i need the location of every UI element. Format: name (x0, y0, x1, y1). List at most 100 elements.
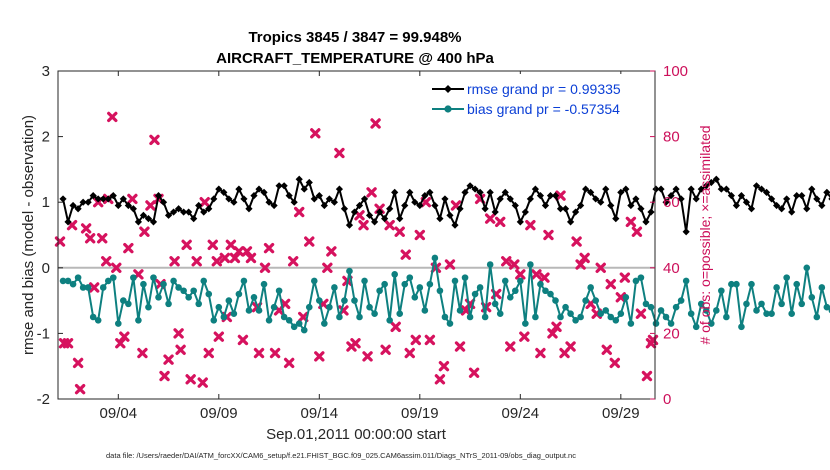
bias-point (386, 316, 393, 324)
y2-tick-label: 0 (663, 391, 671, 408)
rmse-point (416, 201, 424, 210)
obs-count-marker (159, 370, 170, 382)
obs-count-marker (62, 338, 74, 349)
rmse-point (310, 195, 318, 203)
bias-point (300, 326, 308, 334)
obs-count-marker (495, 216, 506, 228)
bias-point (592, 297, 600, 304)
obs-count-marker (203, 347, 214, 359)
obs-count-marker (505, 341, 516, 352)
obs-count-marker (219, 252, 231, 264)
rmse-point (275, 182, 283, 190)
bias-point (441, 313, 449, 321)
legend-rmse-marker (444, 85, 452, 93)
bias-point (572, 316, 579, 324)
bias-point (180, 287, 187, 295)
obs-count-marker (199, 197, 210, 208)
bias-point (396, 310, 404, 318)
bias-point (205, 290, 213, 298)
bias-point (140, 280, 147, 288)
rmse-point (466, 182, 474, 190)
x-tick-label: 09/14 (301, 405, 339, 422)
bias-point (491, 300, 499, 308)
rmse-point (732, 201, 741, 210)
obs-count-marker (635, 308, 647, 319)
bias-point (130, 274, 137, 281)
bias-point (331, 284, 338, 291)
bias-point (270, 303, 278, 311)
rmse-point (707, 178, 715, 187)
rmse-point (230, 198, 238, 206)
rmse-point (350, 208, 359, 216)
obs-count-marker (547, 328, 558, 339)
obs-count-marker (191, 256, 202, 267)
rmse-point (692, 195, 700, 203)
rmse-point (295, 175, 303, 183)
bias-point (778, 300, 785, 308)
obs-count-marker (555, 190, 566, 201)
rmse-point (767, 195, 776, 203)
bias-point (582, 297, 589, 304)
obs-count-marker (101, 256, 112, 267)
rmse-point (154, 192, 163, 200)
bias-point (486, 261, 494, 268)
obs-count-marker (84, 233, 96, 244)
bias-point (818, 284, 826, 291)
bias-point (672, 303, 680, 311)
bias-point (285, 316, 293, 324)
bias-point (195, 300, 203, 308)
obs-count-marker (163, 354, 174, 365)
obs-count-marker (400, 249, 411, 260)
rmse-point (531, 185, 539, 193)
bias-point (391, 271, 398, 278)
rmse-point (727, 192, 735, 200)
obs-count-marker (515, 269, 526, 280)
rmse-point (280, 182, 288, 190)
bias-point (662, 313, 670, 321)
bias-point (743, 300, 750, 308)
rmse-point (406, 188, 414, 196)
rmse-point (662, 198, 670, 206)
rmse-point (164, 211, 173, 219)
rmse-point (411, 198, 419, 206)
rmse-point (180, 208, 188, 216)
obs-count-marker (531, 269, 542, 280)
obs-count-marker (380, 344, 391, 355)
obs-count-marker (314, 351, 325, 362)
obs-count-marker (245, 252, 257, 264)
bias-point (647, 303, 655, 311)
rmse-point (195, 201, 203, 210)
bias-point (522, 320, 529, 327)
rmse-point (496, 195, 504, 203)
bias-point (682, 277, 690, 285)
obs-count-marker (145, 200, 156, 211)
rmse-point (471, 185, 479, 193)
x-tick-label: 09/24 (502, 405, 540, 422)
rmse-point (577, 201, 585, 210)
rmse-point (104, 195, 112, 203)
x-tick-label: 09/09 (200, 405, 238, 422)
rmse-point (124, 201, 132, 210)
rmse-point (627, 201, 635, 210)
rmse-point (481, 205, 489, 213)
obs-count-marker (310, 128, 321, 139)
rmse-point (381, 215, 389, 223)
bias-point (612, 316, 620, 324)
bias-point (542, 287, 549, 295)
chart-subtitle: AIRCRAFT_TEMPERATURE @ 400 hPa (216, 50, 494, 67)
rmse-point (783, 195, 791, 203)
legend-bias-marker (444, 105, 452, 113)
bias-point (793, 280, 801, 288)
rmse-point (597, 198, 605, 206)
rmse-point (456, 205, 464, 213)
bias-point (466, 313, 474, 321)
bias-point (346, 267, 353, 275)
bias-point (220, 313, 228, 321)
rmse-point (109, 192, 117, 200)
rmse-point (793, 192, 801, 200)
bias-point (150, 274, 157, 281)
obs-count-marker (394, 226, 405, 237)
obs-count-marker (438, 361, 450, 372)
bias-point (667, 320, 675, 327)
rmse-point (556, 205, 565, 213)
